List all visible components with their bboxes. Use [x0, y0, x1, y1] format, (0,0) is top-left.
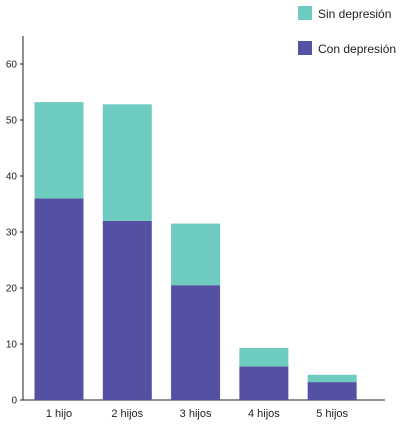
x-axis-labels: 1 hijo 2 hijos 3 hijos 4 hijos 5 hijos	[46, 408, 349, 420]
y-tick-label: 20	[6, 284, 18, 295]
bar-con-depresion-3-hijos	[171, 285, 221, 400]
y-tick-label: 40	[6, 172, 18, 183]
bar-sin-depresion-2-hijos	[102, 104, 152, 221]
legend-label-con-depresion: Con depresión	[318, 42, 396, 56]
bar-sin-depresion-3-hijos	[171, 223, 221, 286]
x-tick-label-1-hijo: 1 hijo	[46, 408, 72, 420]
x-tick-label-5-hijos: 5 hijos	[316, 408, 348, 420]
y-tick-label: 60	[6, 60, 18, 71]
legend-label-sin-depresion: Sin depresión	[318, 7, 391, 21]
bar-sin-depresion-5-hijos	[307, 374, 357, 383]
bars	[34, 102, 357, 400]
bar-con-depresion-5-hijos	[307, 382, 357, 400]
bar-sin-depresion-4-hijos	[239, 347, 289, 367]
legend: Sin depresión Con depresión	[298, 6, 396, 56]
bar-con-depresion-4-hijos	[239, 366, 289, 400]
x-tick-label-3-hijos: 3 hijos	[180, 408, 212, 420]
y-tick-label: 0	[11, 396, 17, 407]
bar-con-depresion-1-hijo	[34, 198, 84, 400]
y-tick-label: 30	[6, 228, 18, 239]
legend-swatch-con-depresion	[298, 41, 312, 55]
bar-sin-depresion-1-hijo	[34, 102, 84, 199]
legend-swatch-sin-depresion	[298, 6, 312, 20]
y-axis-ticks: 0 10 20 30 40 50 60	[6, 60, 23, 407]
y-tick-label: 50	[6, 116, 18, 127]
y-tick-label: 10	[6, 340, 18, 351]
bar-con-depresion-2-hijos	[102, 220, 152, 400]
x-tick-label-4-hijos: 4 hijos	[248, 408, 280, 420]
x-tick-label-2-hijos: 2 hijos	[111, 408, 143, 420]
